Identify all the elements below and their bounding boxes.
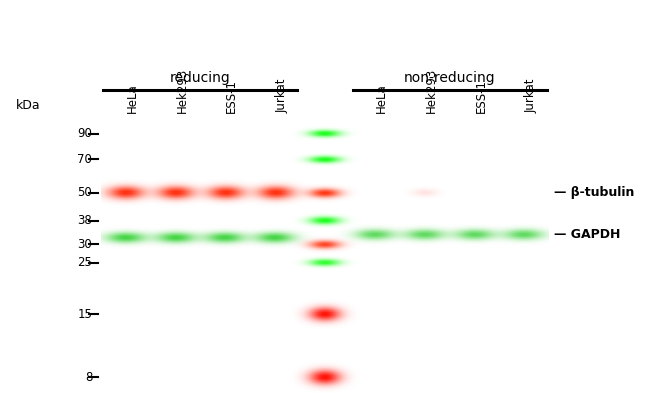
Text: Hek293: Hek293: [176, 68, 188, 113]
Text: 70: 70: [77, 153, 92, 166]
Text: Hek293: Hek293: [424, 68, 437, 113]
Text: ESS-1: ESS-1: [474, 79, 488, 113]
Text: reducing: reducing: [170, 71, 231, 85]
Text: Jurkat: Jurkat: [275, 79, 288, 113]
Text: kDa: kDa: [16, 99, 41, 112]
Text: 8: 8: [85, 371, 92, 384]
Text: 38: 38: [77, 214, 92, 227]
Text: non-reducing: non-reducing: [404, 71, 495, 85]
Text: 50: 50: [77, 186, 92, 200]
Text: HeLa: HeLa: [125, 83, 138, 113]
Text: — GAPDH: — GAPDH: [554, 228, 621, 241]
Text: 30: 30: [77, 238, 92, 251]
Text: 90: 90: [77, 127, 92, 140]
Text: 25: 25: [77, 256, 92, 269]
Text: — β-tubulin: — β-tubulin: [554, 186, 635, 200]
Text: ESS-1: ESS-1: [226, 79, 239, 113]
Text: HeLa: HeLa: [375, 83, 388, 113]
Text: Jurkat: Jurkat: [525, 79, 538, 113]
Text: 15: 15: [77, 308, 92, 321]
